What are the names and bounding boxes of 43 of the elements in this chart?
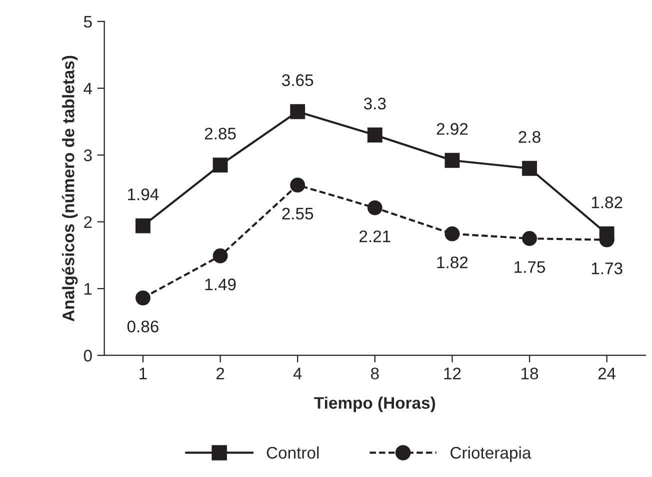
data-label: 2.85 [204,128,236,140]
legend-label: Crioterapia [450,446,532,462]
data-label: 3.65 [282,74,314,86]
x-axis-title: Tiempo (Horas) [314,396,436,412]
point [367,200,382,216]
data-label: 1.82 [437,256,468,268]
data-label: 2.92 [436,123,468,135]
point [522,160,537,176]
data-label: 0.86 [127,320,158,332]
data-label: 1.49 [205,278,236,290]
data-label: 1.73 [592,262,622,274]
data-label: 1.75 [514,261,546,273]
y-tick-label: 4 [84,82,92,94]
y-axis-title: Analgésicos (número de tabletas) [62,56,78,322]
data-label: 2.55 [282,208,314,220]
x-tick-label: 4 [293,368,302,380]
x-tick-label: 12 [444,368,461,380]
point [522,231,537,246]
data-label: 1.82 [592,196,622,208]
point [290,178,306,193]
y-tick-label: 3 [84,149,92,162]
data-label: 2.8 [518,131,540,143]
point [367,128,382,142]
x-tick-label: 24 [598,368,616,380]
data-label: 3.3 [364,98,386,110]
y-tick-label: 0 [84,350,92,362]
point [444,152,460,168]
x-tick-label: 2 [216,368,224,380]
x-tick-label: 18 [522,368,538,380]
y-tick-label: 2 [84,216,92,228]
y-tick-label: 1 [84,283,92,295]
point [290,104,306,120]
point [212,158,228,173]
data-label: 1.94 [128,188,159,200]
point [136,218,150,234]
point [136,290,150,306]
x-tick-label: 8 [370,368,379,380]
legend-label: Control [266,446,319,459]
point [444,226,460,242]
x-tick-label: 1 [140,368,147,380]
point [212,248,228,264]
y-tick-label: 5 [84,16,92,28]
data-label: 2.21 [360,230,390,242]
